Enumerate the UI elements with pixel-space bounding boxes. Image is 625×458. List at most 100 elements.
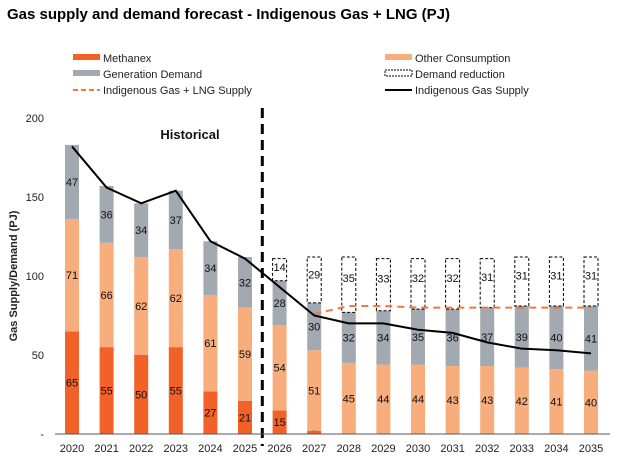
bar-stack: 40 41 31 xyxy=(583,256,599,434)
bar-segment xyxy=(584,370,598,434)
bar-stack: 41 40 31 xyxy=(548,256,564,434)
bar-segment xyxy=(99,242,114,348)
y-tick-label: 50 xyxy=(32,350,44,362)
bar-segment xyxy=(134,203,149,258)
bar-segment xyxy=(514,306,529,368)
annotation-historical: Historical xyxy=(160,127,219,142)
bar-segment xyxy=(99,347,114,434)
bar-stack: 50 62 34 xyxy=(134,203,149,434)
bar-segment xyxy=(168,190,183,250)
x-tick-label: 2035 xyxy=(579,443,603,455)
legend-item: Indigenous Gas Supply xyxy=(385,85,529,97)
bar-segment xyxy=(341,312,356,363)
demand-reduction-box xyxy=(445,258,461,310)
data-label: 34 xyxy=(377,333,389,345)
legend-swatch xyxy=(73,70,100,76)
chart-title: Gas supply and demand forecast - Indigen… xyxy=(7,6,451,23)
bar-segment xyxy=(584,306,598,371)
x-tick-label: 2031 xyxy=(440,443,464,455)
data-label: 39 xyxy=(516,332,528,344)
data-label: 28 xyxy=(273,298,285,310)
data-label: 14 xyxy=(273,262,285,274)
x-tick-label: 2032 xyxy=(475,443,499,455)
line-indigenous-supply xyxy=(71,145,592,355)
bar-segment xyxy=(411,309,425,365)
data-label: 35 xyxy=(343,273,355,285)
data-label: 32 xyxy=(239,277,251,289)
data-label: 27 xyxy=(204,408,216,420)
demand-reduction-box xyxy=(306,256,322,304)
data-label: 41 xyxy=(550,397,562,409)
data-label: 62 xyxy=(135,301,147,313)
data-label: 32 xyxy=(446,273,458,285)
x-tick-label: 2025 xyxy=(233,443,257,455)
bar-segment xyxy=(203,241,218,295)
demand-reduction-box xyxy=(410,258,426,310)
bar-segment xyxy=(307,302,322,351)
legend-swatch xyxy=(385,54,412,60)
bar-stack: 15 54 28 14 xyxy=(272,258,288,434)
data-label: 40 xyxy=(585,397,597,409)
bars: 65 71 47 55 66 36 50 62 34 55 62 37 27 61 34 21 59 32 15 54… xyxy=(65,144,599,434)
y-axis: - 50 100 150 200 Gas Supply/Demand (PJ) xyxy=(8,113,44,441)
bar-segment xyxy=(272,324,287,411)
bar-stack: 55 66 36 xyxy=(99,185,114,434)
data-label: 21 xyxy=(239,412,251,424)
bar-segment xyxy=(480,366,495,434)
bar-stack: 44 35 32 xyxy=(410,258,426,434)
data-label: 54 xyxy=(273,363,285,375)
demand-reduction-box xyxy=(375,258,391,312)
bar-segment xyxy=(65,144,79,220)
data-label: 61 xyxy=(204,338,216,350)
x-axis: 2020 2021 2022 2023 2024 2025 2026 2027 2028 2029… xyxy=(55,433,610,455)
bar-segment xyxy=(549,306,564,370)
data-label: 66 xyxy=(100,290,112,302)
bar-segment xyxy=(549,369,564,434)
data-label: 50 xyxy=(135,390,147,402)
bar-stack: 44 34 33 xyxy=(375,258,391,434)
bar-segment xyxy=(445,366,460,434)
data-label: 55 xyxy=(100,386,112,398)
legend-label: Methanex xyxy=(103,53,152,65)
legend-item: Generation Demand xyxy=(73,69,202,81)
data-label: 30 xyxy=(308,322,320,334)
data-label: 15 xyxy=(273,417,285,429)
legend-item: Demand reduction xyxy=(384,69,505,81)
x-tick-label: 2030 xyxy=(406,443,430,455)
bar-stack: 42 39 31 xyxy=(514,256,530,434)
x-tick-label: 2033 xyxy=(510,443,534,455)
bar-segment xyxy=(238,307,252,401)
data-label: 43 xyxy=(446,395,458,407)
bar-segment xyxy=(203,294,218,392)
data-label: 44 xyxy=(377,394,389,406)
data-label: 31 xyxy=(585,271,597,283)
lines: Historical xyxy=(71,108,592,446)
data-label: 44 xyxy=(412,394,424,406)
bar-segment xyxy=(272,410,287,434)
legend-item: Methanex xyxy=(73,53,152,65)
data-label: 31 xyxy=(481,272,493,284)
x-tick-label: 2021 xyxy=(94,443,118,455)
data-label: 41 xyxy=(585,333,597,345)
data-label: 71 xyxy=(66,270,78,282)
demand-reduction-box xyxy=(479,258,495,309)
legend-label: Generation Demand xyxy=(103,69,202,81)
demand-reduction-box xyxy=(548,256,564,307)
bar-segment xyxy=(411,364,425,434)
x-tick-label: 2024 xyxy=(198,443,222,455)
x-tick-label: 2028 xyxy=(337,443,361,455)
demand-reduction-box xyxy=(514,256,530,307)
legend-label: Indigenous Gas Supply xyxy=(415,85,529,97)
bar-stack: 55 62 37 xyxy=(168,190,183,434)
legend: Methanex Generation Demand Indigenous Gas … xyxy=(73,53,529,97)
bar-stack: 2513029 xyxy=(306,256,322,434)
x-tick-label: 2023 xyxy=(164,443,188,455)
data-label: 55 xyxy=(170,386,182,398)
y-tick-label: 100 xyxy=(26,271,44,283)
data-label: 33 xyxy=(377,273,389,285)
data-label: 43 xyxy=(481,395,493,407)
legend-swatch xyxy=(73,54,100,60)
data-label: 31 xyxy=(516,271,528,283)
y-tick-label: - xyxy=(40,429,44,441)
